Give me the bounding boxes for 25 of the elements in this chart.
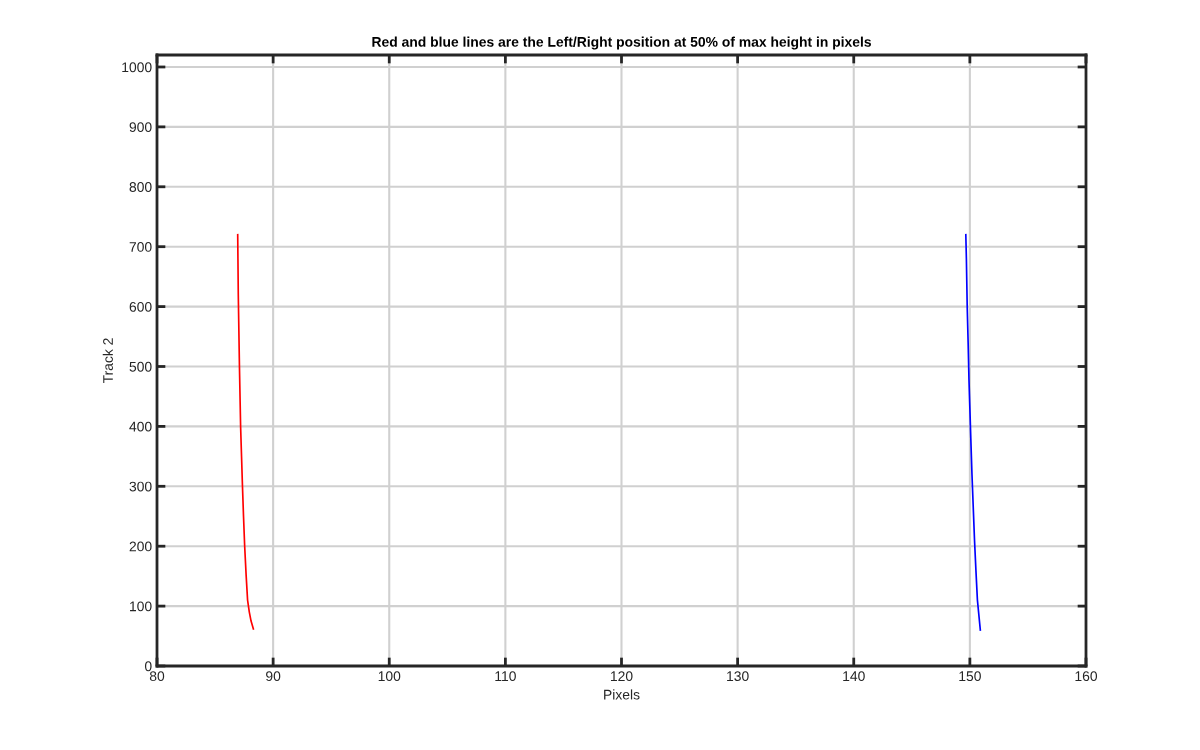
y-tick-label: 100	[130, 601, 152, 612]
x-tick-label: 90	[266, 671, 281, 682]
y-tick-label: 500	[129, 361, 152, 372]
x-tick-label: 150	[959, 671, 981, 682]
line-series	[964, 233, 982, 631]
x-tick-label: 120	[610, 671, 633, 682]
x-tick-label: 130	[727, 671, 749, 682]
y-tick-label: 400	[129, 421, 152, 432]
y-tick-label: 800	[129, 182, 152, 192]
y-tick-label: 900	[129, 122, 152, 133]
y-tick-label: 1000	[122, 62, 152, 73]
x-tick-label: 140	[843, 671, 865, 682]
x-tick-label: 80	[149, 671, 165, 682]
x-tick-label: 110	[495, 671, 516, 682]
x-tick-label: 160	[1075, 671, 1098, 682]
y-tick-label: 200	[129, 541, 152, 552]
x-tick-label: 100	[378, 671, 401, 682]
line-series	[236, 233, 255, 630]
y-axis-title: Track 2	[102, 338, 113, 384]
y-tick-label: 0	[144, 661, 152, 672]
x-axis-title: Pixels	[604, 689, 640, 700]
chart-title: Red and blue lines are the Left/Right position at 50% of max height in pixels	[372, 36, 871, 50]
y-tick-label: 700	[129, 242, 152, 252]
y-tick-label: 600	[129, 301, 152, 312]
y-tick-label: 300	[129, 481, 152, 492]
